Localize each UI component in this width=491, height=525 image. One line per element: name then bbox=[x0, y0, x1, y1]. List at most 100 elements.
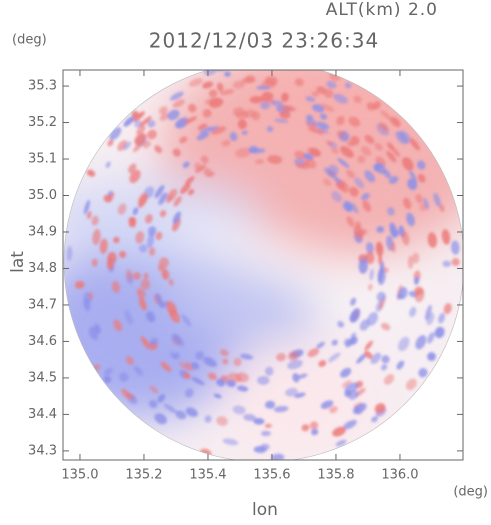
speckle bbox=[279, 110, 291, 119]
speckle bbox=[303, 153, 314, 161]
speckle bbox=[441, 229, 451, 245]
speckle bbox=[376, 291, 386, 302]
speckle bbox=[395, 131, 408, 145]
speckle bbox=[301, 424, 310, 432]
speckle bbox=[417, 160, 426, 170]
speckle bbox=[396, 360, 405, 370]
y-axis-label: lat bbox=[8, 251, 28, 273]
speckle bbox=[123, 141, 132, 151]
speckle bbox=[232, 405, 246, 415]
speckle bbox=[336, 130, 347, 139]
speckle bbox=[154, 185, 165, 199]
y-tick-label: 35.2 bbox=[28, 115, 57, 130]
speckle bbox=[213, 393, 222, 399]
speckle bbox=[160, 361, 172, 372]
speckle bbox=[148, 399, 158, 409]
x-tick-label: 136.0 bbox=[381, 468, 418, 483]
speckle bbox=[166, 301, 177, 316]
speckle bbox=[188, 103, 197, 113]
y-tick-label: 35.0 bbox=[28, 188, 57, 203]
speckle bbox=[200, 155, 209, 164]
y-tick-label: 34.8 bbox=[28, 261, 57, 276]
speckle bbox=[354, 177, 365, 189]
speckle bbox=[204, 70, 217, 76]
speckle bbox=[281, 92, 289, 103]
speckle bbox=[331, 147, 339, 154]
speckle bbox=[182, 161, 190, 168]
speckle bbox=[103, 375, 112, 384]
speckle bbox=[412, 252, 420, 264]
speckle bbox=[261, 91, 274, 101]
x-unit: (deg) bbox=[453, 485, 488, 500]
speckle bbox=[173, 196, 182, 207]
speckle bbox=[354, 405, 362, 415]
speckle bbox=[365, 251, 375, 265]
speckle bbox=[364, 134, 375, 144]
speckle bbox=[274, 118, 289, 124]
speckle bbox=[378, 253, 383, 265]
speckle bbox=[443, 303, 452, 315]
speckle bbox=[349, 186, 359, 197]
speckle bbox=[136, 125, 146, 135]
speckle bbox=[344, 390, 352, 398]
y-tick-label: 35.3 bbox=[28, 79, 57, 94]
speckle bbox=[380, 110, 393, 121]
speckle bbox=[294, 78, 304, 87]
speckle bbox=[312, 104, 325, 113]
speckle bbox=[383, 374, 395, 385]
speckle bbox=[442, 260, 452, 268]
speckle bbox=[106, 257, 114, 270]
speckle bbox=[409, 170, 418, 183]
speckle bbox=[245, 74, 255, 82]
speckle bbox=[240, 353, 253, 360]
speckle bbox=[346, 169, 355, 179]
speckle bbox=[227, 372, 242, 383]
speckle bbox=[264, 400, 276, 409]
speckle bbox=[434, 326, 445, 339]
speckle bbox=[175, 117, 189, 129]
speckle bbox=[307, 127, 321, 134]
speckle bbox=[195, 351, 204, 360]
speckle bbox=[364, 170, 376, 183]
speckle bbox=[128, 163, 137, 174]
speckle bbox=[221, 139, 231, 147]
speckle bbox=[146, 129, 157, 140]
speckle bbox=[390, 116, 401, 128]
speckle bbox=[143, 272, 149, 280]
speckle bbox=[243, 413, 256, 422]
speckle bbox=[208, 171, 216, 177]
speckle bbox=[138, 194, 147, 208]
speckle bbox=[331, 191, 342, 203]
speckle bbox=[332, 426, 346, 437]
speckle bbox=[346, 216, 355, 228]
speckle bbox=[149, 337, 159, 347]
speckle bbox=[364, 350, 373, 359]
speckle bbox=[159, 112, 169, 121]
speckle bbox=[380, 322, 391, 331]
speckle bbox=[183, 116, 197, 125]
speckle bbox=[256, 85, 271, 90]
x-tick-label: 135.2 bbox=[125, 468, 162, 483]
y-tick-label: 34.3 bbox=[28, 443, 57, 458]
speckle bbox=[415, 335, 427, 350]
speckle bbox=[66, 245, 73, 262]
speckle bbox=[294, 392, 306, 398]
speckle bbox=[235, 111, 249, 119]
speckle bbox=[168, 278, 174, 286]
speckle bbox=[350, 202, 359, 214]
speckle bbox=[123, 116, 135, 127]
speckle bbox=[348, 116, 361, 127]
speckle bbox=[119, 250, 126, 258]
speckle bbox=[229, 132, 238, 142]
speckle bbox=[409, 138, 420, 151]
speckle bbox=[121, 388, 132, 400]
speckle bbox=[202, 108, 212, 118]
speckle bbox=[370, 352, 382, 365]
speckle bbox=[271, 453, 285, 460]
speckle bbox=[336, 116, 345, 126]
speckle bbox=[86, 169, 96, 177]
speckle bbox=[83, 298, 91, 311]
speckle bbox=[389, 176, 399, 184]
speckle bbox=[236, 385, 249, 392]
speckle bbox=[377, 267, 383, 283]
